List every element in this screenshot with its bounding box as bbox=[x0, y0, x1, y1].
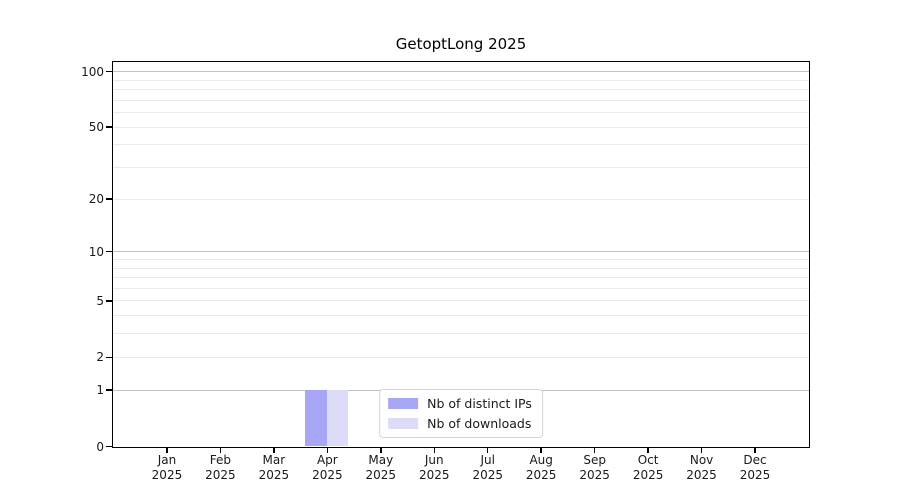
y-tick bbox=[106, 445, 112, 448]
x-tick-label-year: 2025 bbox=[365, 467, 397, 482]
x-tick-label-year: 2025 bbox=[739, 467, 771, 482]
x-tick-label-year: 2025 bbox=[686, 467, 717, 482]
legend-swatch-distinct-ips-icon bbox=[388, 398, 419, 409]
gridline-minor bbox=[113, 99, 809, 101]
y-tick-label: 10 bbox=[88, 244, 104, 259]
x-tick-label-month: May bbox=[368, 453, 394, 467]
legend-item-downloads: Nb of downloads bbox=[388, 416, 532, 431]
x-tick-label-year: 2025 bbox=[632, 467, 664, 482]
x-tick-label: Feb 2025 bbox=[190, 453, 250, 482]
y-tick-label: 5 bbox=[96, 293, 104, 308]
x-tick-label: Aug 2025 bbox=[511, 453, 571, 482]
legend-label-downloads: Nb of downloads bbox=[427, 416, 532, 431]
legend-swatch-downloads-icon bbox=[388, 418, 419, 429]
x-tick-label: Apr 2025 bbox=[297, 453, 357, 482]
x-tick bbox=[380, 448, 382, 453]
x-tick-label-year: 2025 bbox=[312, 467, 343, 482]
gridline-minor bbox=[113, 277, 809, 279]
gridline-minor bbox=[113, 144, 809, 146]
x-tick-label-month: Jun bbox=[424, 453, 444, 467]
x-tick bbox=[219, 448, 222, 453]
y-tick-label: 0 bbox=[96, 439, 104, 454]
chart-title: GetoptLong 2025 bbox=[395, 35, 527, 53]
gridline-minor bbox=[113, 333, 809, 335]
x-tick-label-month: Nov bbox=[689, 453, 714, 467]
gridline-minor bbox=[113, 315, 809, 317]
gridline-minor bbox=[113, 167, 809, 169]
y-tick-label: 1 bbox=[96, 383, 104, 398]
y-tick bbox=[106, 389, 112, 391]
y-tick bbox=[106, 300, 112, 302]
x-tick bbox=[540, 448, 542, 453]
gridline-minor bbox=[113, 198, 809, 200]
x-tick-label-year: 2025 bbox=[418, 467, 450, 482]
gridline-minor bbox=[113, 112, 809, 114]
x-tick-label: Dec 2025 bbox=[725, 453, 785, 482]
gridline-major bbox=[113, 71, 809, 73]
x-tick-label-year: 2025 bbox=[258, 467, 290, 482]
x-tick-label: Oct 2025 bbox=[618, 453, 678, 482]
x-tick bbox=[326, 448, 329, 453]
x-tick bbox=[433, 448, 436, 453]
x-tick bbox=[593, 448, 596, 453]
x-tick-label-year: 2025 bbox=[525, 467, 557, 482]
x-tick-label-month: Sep bbox=[583, 453, 606, 467]
y-tick bbox=[106, 198, 112, 200]
y-tick bbox=[106, 70, 112, 73]
x-tick-label-year: 2025 bbox=[472, 467, 503, 482]
x-tick-label-year: 2025 bbox=[151, 467, 183, 482]
legend-item-distinct-ips: Nb of distinct IPs bbox=[388, 396, 532, 411]
x-tick-label: Jan 2025 bbox=[137, 453, 197, 482]
x-tick-label-month: Aug bbox=[529, 453, 553, 467]
gridline-minor bbox=[113, 258, 809, 260]
y-tick-label: 50 bbox=[88, 120, 104, 135]
x-tick-label-month: Mar bbox=[262, 453, 286, 467]
gridline-minor bbox=[113, 126, 809, 128]
gridline-minor bbox=[113, 267, 809, 269]
x-tick-label: Jul 2025 bbox=[458, 453, 518, 482]
x-tick-label-month: Jan bbox=[157, 453, 177, 467]
gridline-minor bbox=[113, 89, 809, 91]
gridline-major bbox=[113, 251, 809, 253]
x-tick bbox=[273, 448, 275, 453]
y-tick bbox=[106, 356, 112, 358]
x-tick bbox=[700, 448, 703, 453]
y-tick-label: 20 bbox=[88, 192, 104, 207]
y-tick-label: 100 bbox=[81, 64, 104, 79]
bar-apr-downloads bbox=[326, 389, 349, 446]
x-tick-label: Mar 2025 bbox=[244, 453, 304, 482]
x-tick-label-month: Dec bbox=[743, 453, 767, 467]
legend-label-distinct-ips: Nb of distinct IPs bbox=[427, 396, 532, 411]
y-tick-label: 2 bbox=[96, 350, 104, 365]
gridline-minor bbox=[113, 300, 809, 302]
legend: Nb of distinct IPs Nb of downloads bbox=[379, 389, 543, 438]
x-tick-label: May 2025 bbox=[351, 453, 411, 482]
x-tick-label: Sep 2025 bbox=[565, 453, 625, 482]
x-tick-label-month: Apr bbox=[316, 453, 338, 467]
x-tick bbox=[166, 448, 168, 453]
x-tick-label-month: Feb bbox=[209, 453, 232, 467]
x-tick-label: Nov 2025 bbox=[672, 453, 732, 482]
x-tick-label-month: Jul bbox=[480, 453, 495, 467]
bar-apr-distinct-ips bbox=[305, 389, 327, 446]
gridline-minor bbox=[113, 356, 809, 358]
y-tick bbox=[106, 126, 112, 128]
x-tick-label: Jun 2025 bbox=[404, 453, 464, 482]
gridline-minor bbox=[113, 287, 809, 289]
x-tick-label-year: 2025 bbox=[205, 467, 236, 482]
plot-area: Nb of distinct IPs Nb of downloads bbox=[112, 61, 810, 448]
gridline-minor bbox=[113, 79, 809, 81]
x-tick bbox=[754, 448, 756, 453]
y-tick bbox=[106, 250, 112, 253]
x-tick-label-year: 2025 bbox=[579, 467, 610, 482]
x-tick bbox=[647, 448, 649, 453]
x-tick bbox=[486, 448, 489, 453]
x-tick-label-month: Oct bbox=[637, 453, 659, 467]
